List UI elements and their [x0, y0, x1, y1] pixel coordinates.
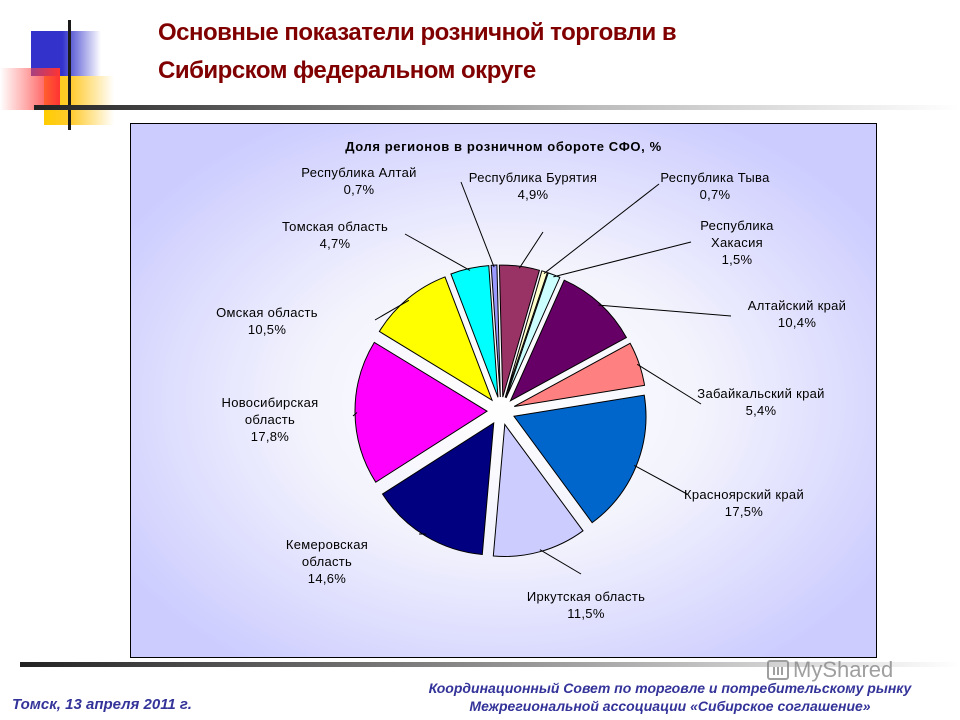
- footer-organization: Координационный Совет по торговле и потр…: [380, 679, 960, 715]
- leader-line: [634, 465, 688, 495]
- slide-title-line1: Основные показатели розничной торговли в: [158, 19, 677, 46]
- data-label: Новосибирская область 17,8%: [221, 395, 319, 444]
- watermark: MyShared: [767, 657, 893, 683]
- leader-line: [543, 183, 660, 274]
- decor-red-square: [0, 68, 60, 110]
- pie-slice: [509, 279, 628, 402]
- pie-slice: [498, 264, 541, 398]
- pie-slice: [378, 276, 494, 402]
- chart-title: Доля регионов в розничном обороте СФО, %: [345, 139, 662, 154]
- leader-line: [598, 304, 732, 317]
- watermark-text: MyShared: [793, 657, 894, 682]
- data-label: Иркутская область 11,5%: [526, 589, 646, 621]
- data-label: Забайкальский край 5,4%: [697, 386, 825, 418]
- data-label: Красноярский край 17,5%: [683, 487, 805, 519]
- data-label: Омская область 10,5%: [216, 305, 318, 337]
- pie-slice: [492, 423, 584, 557]
- leader-line: [553, 241, 692, 278]
- decor-vertical-line: [68, 20, 71, 130]
- pie-slice: [381, 422, 495, 556]
- pie-plot-area: [352, 181, 732, 575]
- leader-line: [636, 363, 702, 405]
- data-label: Алтайский край 10,4%: [747, 298, 847, 330]
- leader-line: [460, 181, 495, 268]
- leader-line: [352, 412, 358, 417]
- pie-slice: [490, 264, 501, 398]
- data-label: Республика Бурятия 4,9%: [468, 170, 598, 202]
- data-label: Кемеровская область 14,6%: [285, 537, 369, 586]
- leader-line: [539, 549, 582, 575]
- slide-title: Основные показатели розничной торговли в…: [158, 14, 677, 90]
- slide-title-line2: Сибирском федеральном округе: [158, 57, 536, 84]
- footer-rule: [20, 662, 960, 667]
- pie-slice: [514, 342, 646, 407]
- decor-horizontal-rule: [34, 105, 960, 110]
- leader-line: [518, 231, 544, 269]
- data-label: Томская область 4,7%: [281, 219, 389, 251]
- pie-slice: [504, 270, 548, 398]
- data-label: Республика Алтай 0,7%: [301, 165, 417, 197]
- leader-line: [374, 299, 410, 321]
- data-label: Республика Хакасия 1,5%: [700, 218, 774, 267]
- footer-date: Томск, 13 апреля 2011 г.: [12, 696, 192, 713]
- leader-line: [404, 233, 471, 271]
- pie-slice: [505, 272, 561, 399]
- data-label: Республика Тыва 0,7%: [660, 170, 770, 202]
- chart-logo-icon: [767, 660, 789, 680]
- pie-chart: Доля регионов в розничном обороте СФО, %…: [130, 123, 877, 658]
- pie-slice: [450, 265, 499, 398]
- pie-slice: [354, 341, 488, 483]
- footer-org-line2: Межрегиональной ассоциации «Сибирское со…: [469, 698, 871, 714]
- footer-org-line1: Координационный Совет по торговле и потр…: [428, 680, 912, 696]
